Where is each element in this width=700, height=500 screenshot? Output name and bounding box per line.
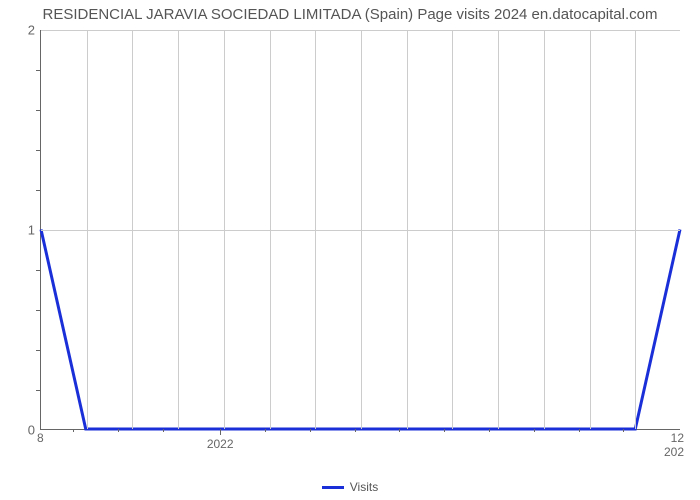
x-minor-tick <box>163 429 164 432</box>
x-minor-tick <box>355 429 356 432</box>
y-tick-label: 1 <box>28 223 41 238</box>
x-minor-tick <box>534 429 535 432</box>
y-tick-label: 2 <box>28 23 41 38</box>
plot-area: 0122022812202 <box>40 30 680 430</box>
x-tick-label: 2022 <box>207 429 234 451</box>
x-minor-tick <box>579 429 580 432</box>
legend: Visits <box>0 480 700 494</box>
x-minor-tick <box>118 429 119 432</box>
y-minor-tick <box>36 310 41 311</box>
x-minor-tick <box>399 429 400 432</box>
legend-swatch <box>322 486 344 489</box>
x-minor-tick <box>444 429 445 432</box>
x-minor-tick <box>73 429 74 432</box>
legend-label: Visits <box>350 480 378 494</box>
x-corner-right-bottom: 202 <box>664 445 684 459</box>
x-minor-tick <box>265 429 266 432</box>
grid-line-horizontal <box>41 30 680 31</box>
x-corner-left: 8 <box>37 429 44 445</box>
y-minor-tick <box>36 110 41 111</box>
y-minor-tick <box>36 190 41 191</box>
y-minor-tick <box>36 390 41 391</box>
y-minor-tick <box>36 150 41 151</box>
x-minor-tick <box>489 429 490 432</box>
y-minor-tick <box>36 70 41 71</box>
x-minor-tick <box>623 429 624 432</box>
y-minor-tick <box>36 270 41 271</box>
x-minor-tick <box>310 429 311 432</box>
y-minor-tick <box>36 350 41 351</box>
grid-line-horizontal <box>41 230 680 231</box>
x-corner-right-top: 12 <box>664 431 684 445</box>
chart-container: RESIDENCIAL JARAVIA SOCIEDAD LIMITADA (S… <box>0 0 700 500</box>
chart-title: RESIDENCIAL JARAVIA SOCIEDAD LIMITADA (S… <box>0 6 700 23</box>
x-corner-right: 12202 <box>664 429 684 459</box>
